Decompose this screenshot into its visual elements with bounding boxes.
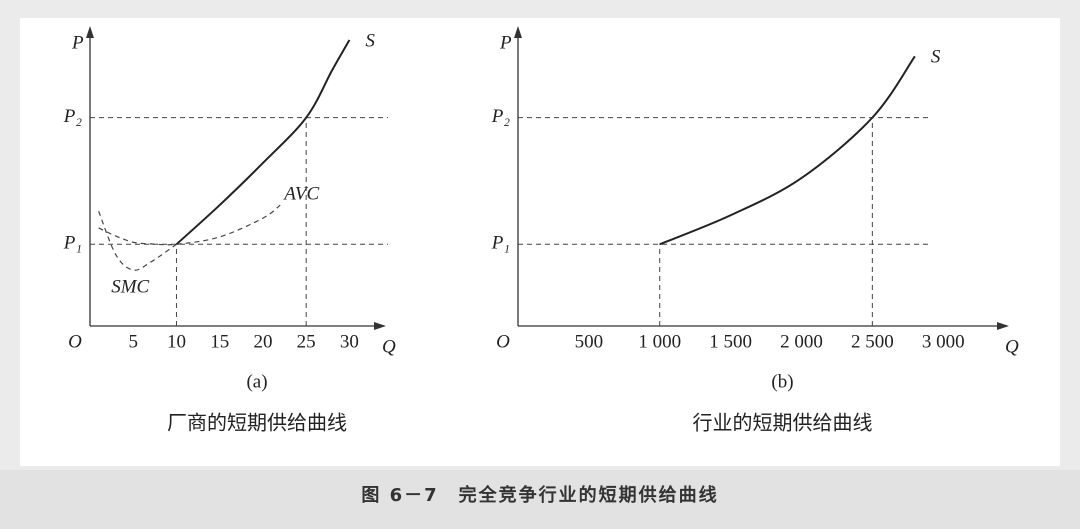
curve bbox=[175, 39, 351, 246]
x-tick-label: 15 bbox=[210, 331, 229, 352]
x-tick-label: 5 bbox=[128, 331, 138, 352]
x-tick-label: 10 bbox=[167, 331, 186, 352]
subtitle: (a) bbox=[246, 371, 267, 392]
origin-label: O bbox=[496, 331, 510, 352]
series-label: S bbox=[365, 30, 375, 51]
chart-title: 厂商的短期供给曲线 bbox=[167, 411, 347, 435]
x-tick-label: 30 bbox=[340, 331, 359, 352]
y-axis-label: P bbox=[499, 32, 512, 53]
y-axis-arrow bbox=[86, 26, 94, 38]
x-axis-label: Q bbox=[382, 336, 396, 357]
x-axis-arrow bbox=[997, 322, 1009, 330]
chart-title: 行业的短期供给曲线 bbox=[693, 411, 873, 435]
x-tick-label: 2 500 bbox=[851, 331, 894, 352]
x-tick-label: 1 000 bbox=[638, 331, 681, 352]
x-tick-label: 3 000 bbox=[922, 331, 965, 352]
x-tick-label: 500 bbox=[575, 331, 604, 352]
y-axis-label: P bbox=[71, 32, 84, 53]
x-axis-arrow bbox=[374, 322, 386, 330]
series-label: AVC bbox=[282, 183, 319, 204]
panel bbox=[20, 18, 1060, 466]
y-tick-label: P₁ bbox=[491, 233, 510, 254]
subtitle: (b) bbox=[771, 371, 793, 392]
y-tick-label: P₂ bbox=[63, 106, 83, 127]
figure-caption: 图 6－7 完全竞争行业的短期供给曲线 bbox=[361, 484, 718, 506]
caption-band bbox=[0, 470, 1080, 529]
series-label: S bbox=[931, 47, 941, 68]
curve bbox=[98, 204, 281, 246]
x-tick-label: 25 bbox=[297, 331, 316, 352]
series-label: SMC bbox=[111, 276, 149, 297]
x-axis-label: Q bbox=[1005, 336, 1019, 357]
x-tick-label: 20 bbox=[253, 331, 272, 352]
origin-label: O bbox=[68, 331, 82, 352]
y-tick-label: P₁ bbox=[63, 233, 82, 254]
curve bbox=[659, 55, 916, 246]
curve bbox=[98, 210, 177, 271]
x-tick-label: 2 000 bbox=[780, 331, 823, 352]
y-axis-arrow bbox=[514, 26, 522, 38]
x-tick-label: 1 500 bbox=[709, 331, 752, 352]
y-tick-label: P₂ bbox=[491, 106, 511, 127]
